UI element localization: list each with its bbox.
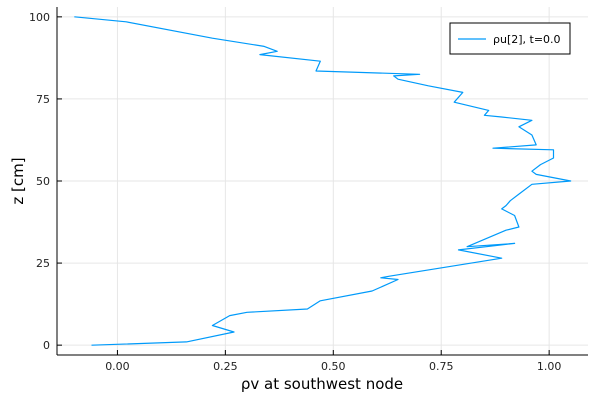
y-axis-ticks: 0 25 50 75 100 [29,11,62,352]
x-tick-label: 0.75 [429,360,454,373]
series-group [74,16,572,346]
y-tick-label: 100 [29,11,50,24]
y-gridlines [57,16,588,346]
y-tick-label: 75 [36,93,50,106]
x-tick-label: 0.00 [105,360,130,373]
y-tick-label: 50 [36,175,50,188]
legend: ρu[2], t=0.0 [449,22,571,55]
legend-entry-label: ρu[2], t=0.0 [493,33,561,46]
series-line [74,16,572,346]
x-axis-label: ρv at southwest node [241,375,403,393]
x-tick-label: 1.00 [537,360,562,373]
x-tick-label: 0.50 [321,360,346,373]
y-axis-label: z [cm] [9,157,27,204]
x-axis-ticks: 0.00 0.25 0.50 0.75 1.00 [105,350,561,373]
y-tick-label: 0 [43,339,50,352]
y-tick-label: 25 [36,257,50,270]
x-tick-label: 0.25 [213,360,238,373]
